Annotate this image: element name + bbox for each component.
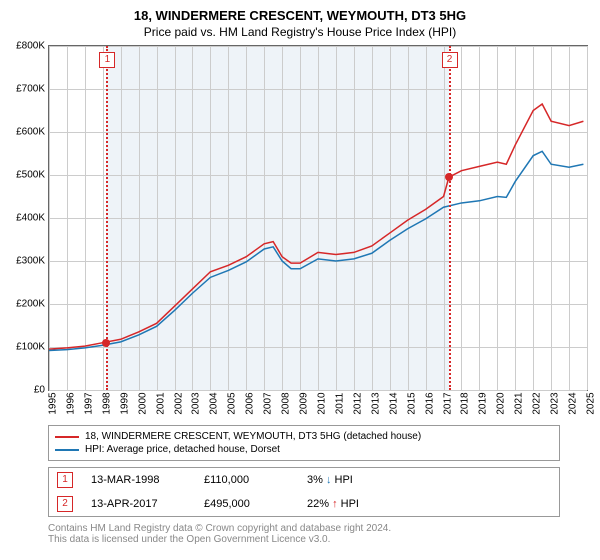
sale-price: £110,000	[204, 474, 289, 486]
chart-container: 18, WINDERMERE CRESCENT, WEYMOUTH, DT3 5…	[0, 0, 600, 560]
x-axis-label: 2001	[147, 392, 166, 414]
footer-line2: This data is licensed under the Open Gov…	[48, 534, 560, 545]
sales-table: 1 13-MAR-1998 £110,000 3% ↓ HPI 2 13-APR-2017…	[48, 467, 560, 517]
legend-item: HPI: Average price, detached house, Dors…	[55, 443, 553, 456]
legend-swatch	[55, 449, 79, 451]
x-gridline	[587, 46, 588, 390]
x-axis-label: 2008	[273, 392, 292, 414]
y-axis-label: £300K	[16, 256, 45, 267]
sale-row-marker: 2	[57, 496, 73, 512]
y-axis-label: £700K	[16, 84, 45, 95]
x-axis-label: 2006	[237, 392, 256, 414]
legend-label: 18, WINDERMERE CRESCENT, WEYMOUTH, DT3 5…	[85, 431, 421, 442]
chart-subtitle: Price paid vs. HM Land Registry's House …	[0, 23, 600, 45]
sale-price: £495,000	[204, 498, 289, 510]
x-axis-label: 2009	[291, 392, 310, 414]
x-axis-label: 2004	[201, 392, 220, 414]
x-axis-label: 2014	[380, 392, 399, 414]
x-axis-label: 2003	[183, 392, 202, 414]
footer-text: Contains HM Land Registry data © Crown c…	[48, 523, 560, 545]
sale-marker-point	[445, 173, 453, 181]
x-axis-label: 2010	[309, 392, 328, 414]
sale-marker-box: 1	[99, 52, 115, 68]
legend: 18, WINDERMERE CRESCENT, WEYMOUTH, DT3 5…	[48, 425, 560, 461]
legend-label: HPI: Average price, detached house, Dors…	[85, 444, 280, 455]
x-axis-label: 2022	[524, 392, 543, 414]
x-axis-label: 2021	[506, 392, 525, 414]
x-axis-label: 2016	[416, 392, 435, 414]
x-axis-label: 2020	[488, 392, 507, 414]
y-gridline	[49, 390, 587, 391]
x-axis-label: 2017	[434, 392, 453, 414]
y-axis-label: £800K	[16, 41, 45, 52]
footer-line1: Contains HM Land Registry data © Crown c…	[48, 523, 560, 534]
plot-region: £0£100K£200K£300K£400K£500K£600K£700K£80…	[48, 45, 588, 391]
x-axis-label: 1997	[75, 392, 94, 414]
line-series-svg	[49, 46, 587, 390]
y-axis-label: £400K	[16, 213, 45, 224]
sale-marker-point	[102, 339, 110, 347]
sale-pct: 3% ↓ HPI	[307, 474, 402, 486]
chart-title: 18, WINDERMERE CRESCENT, WEYMOUTH, DT3 5…	[0, 0, 600, 23]
legend-item: 18, WINDERMERE CRESCENT, WEYMOUTH, DT3 5…	[55, 430, 553, 443]
sale-date: 13-APR-2017	[91, 498, 186, 510]
x-axis-label: 2000	[129, 392, 148, 414]
sale-date: 13-MAR-1998	[91, 474, 186, 486]
x-axis-label: 1995	[40, 392, 59, 414]
x-axis-label: 1996	[57, 392, 76, 414]
x-axis-label: 2002	[165, 392, 184, 414]
sale-pct: 22% ↑ HPI	[307, 498, 402, 510]
x-axis-label: 2018	[452, 392, 471, 414]
x-axis-label: 2019	[470, 392, 489, 414]
sale-row-marker: 1	[57, 472, 73, 488]
y-axis-label: £100K	[16, 342, 45, 353]
y-axis-label: £500K	[16, 170, 45, 181]
series-line	[49, 104, 583, 349]
sale-marker-box: 2	[442, 52, 458, 68]
x-axis-label: 2025	[578, 392, 597, 414]
x-axis-label: 2024	[560, 392, 579, 414]
sale-row: 1 13-MAR-1998 £110,000 3% ↓ HPI	[49, 468, 559, 492]
sale-row: 2 13-APR-2017 £495,000 22% ↑ HPI	[49, 492, 559, 516]
x-axis-label: 2013	[362, 392, 381, 414]
sale-marker-line	[449, 46, 451, 390]
x-axis-label: 2005	[219, 392, 238, 414]
x-axis-label: 1999	[111, 392, 130, 414]
x-axis-label: 2012	[344, 392, 363, 414]
x-axis-label: 2015	[398, 392, 417, 414]
x-axis-label: 2023	[542, 392, 561, 414]
x-axis-label: 2011	[326, 393, 345, 415]
x-axis-label: 2007	[255, 392, 274, 414]
chart-area: £0£100K£200K£300K£400K£500K£600K£700K£80…	[48, 45, 588, 415]
series-line	[49, 151, 583, 350]
y-axis-label: £600K	[16, 127, 45, 138]
x-axis-label: 1998	[93, 392, 112, 414]
y-axis-label: £200K	[16, 299, 45, 310]
legend-swatch	[55, 436, 79, 438]
